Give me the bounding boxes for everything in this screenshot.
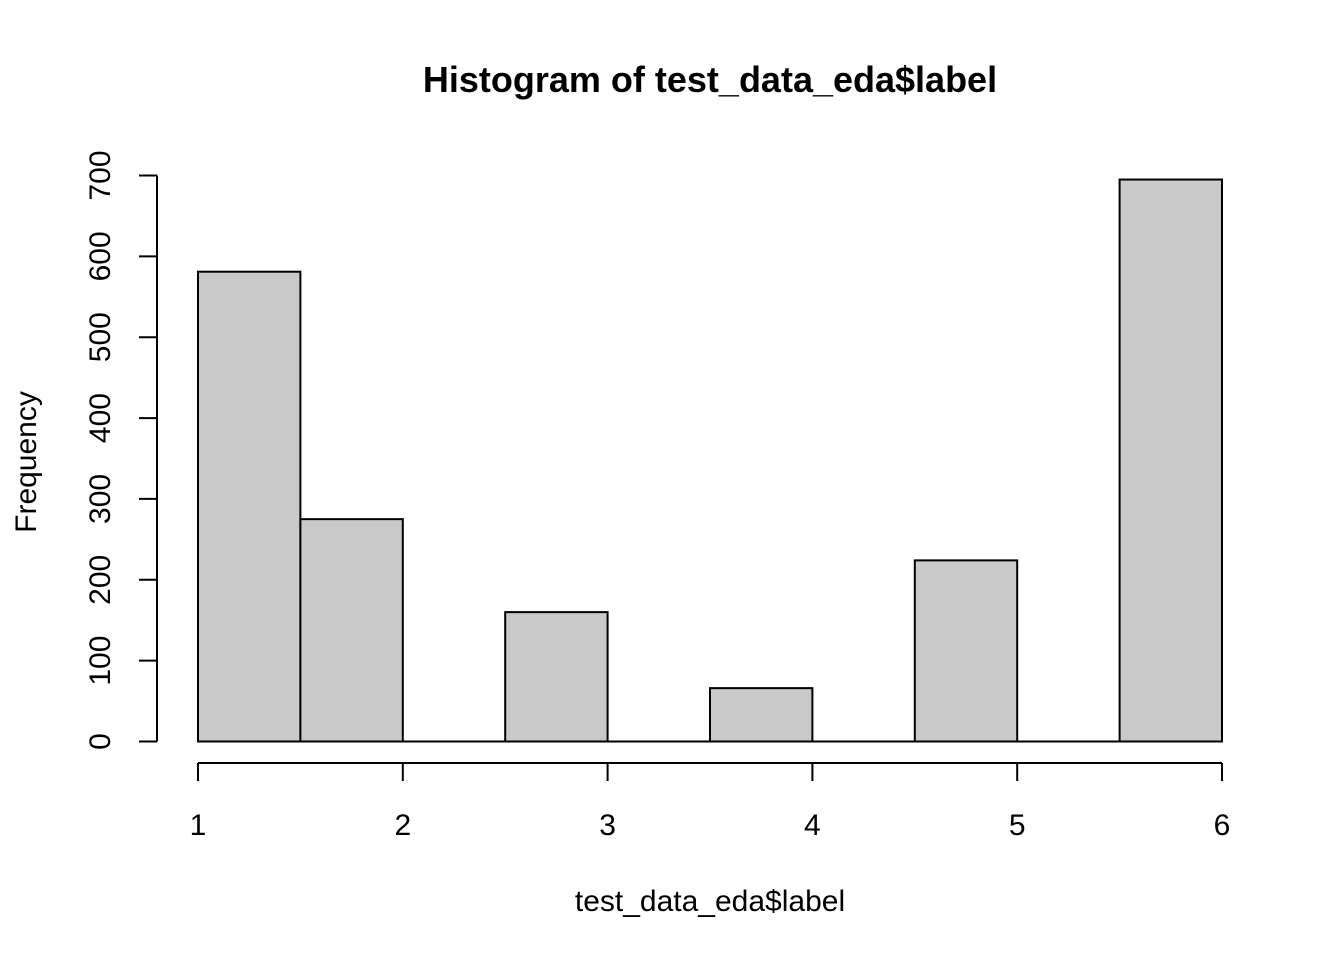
y-tick-label: 0 bbox=[84, 733, 117, 750]
y-tick-label: 700 bbox=[84, 150, 117, 200]
histogram-bar bbox=[1118, 178, 1223, 743]
histogram-bar bbox=[709, 687, 814, 743]
y-tick-label: 400 bbox=[84, 393, 117, 443]
x-tick-label: 2 bbox=[394, 809, 411, 842]
x-tick-label: 4 bbox=[804, 809, 821, 842]
y-tick-label: 600 bbox=[84, 231, 117, 281]
chart-title: Histogram of test_data_eda$label bbox=[423, 59, 997, 100]
y-tick-label: 300 bbox=[84, 474, 117, 524]
x-tick-label: 3 bbox=[599, 809, 616, 842]
y-tick-label: 100 bbox=[84, 636, 117, 686]
x-axis-label: test_data_eda$label bbox=[575, 885, 845, 918]
y-axis: 0 100 200 300 400 500 600 700 bbox=[84, 150, 158, 750]
bars bbox=[197, 178, 1223, 743]
histogram-bar bbox=[913, 559, 1019, 743]
x-tick-label: 6 bbox=[1214, 809, 1231, 842]
y-axis-label: Frequency bbox=[10, 391, 43, 533]
x-tick-label: 1 bbox=[190, 809, 207, 842]
x-tick-label: 5 bbox=[1009, 809, 1026, 842]
histogram-bar bbox=[504, 611, 609, 743]
histogram-bar bbox=[299, 518, 404, 743]
x-axis: 1 2 3 4 5 6 bbox=[190, 762, 1231, 842]
y-tick-label: 500 bbox=[84, 312, 117, 362]
histogram-bar bbox=[197, 270, 302, 743]
y-tick-label: 200 bbox=[84, 555, 117, 605]
